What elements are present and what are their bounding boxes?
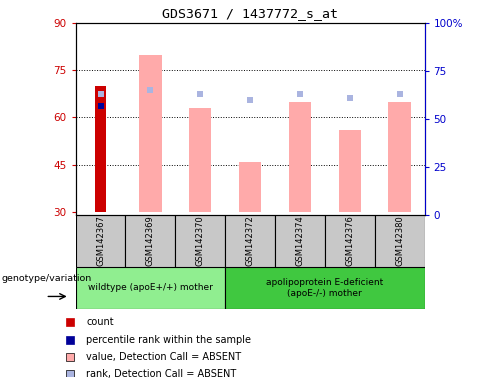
Bar xyxy=(388,102,411,212)
Bar xyxy=(325,215,375,267)
Text: GSM142370: GSM142370 xyxy=(196,215,205,266)
Text: GSM142367: GSM142367 xyxy=(96,215,105,266)
Text: count: count xyxy=(86,318,114,328)
Bar xyxy=(76,267,225,309)
Bar xyxy=(175,215,225,267)
Title: GDS3671 / 1437772_s_at: GDS3671 / 1437772_s_at xyxy=(162,7,338,20)
Text: apolipoprotein E-deficient
(apoE-/-) mother: apolipoprotein E-deficient (apoE-/-) mot… xyxy=(266,278,384,298)
Text: GSM142374: GSM142374 xyxy=(295,215,305,266)
Text: genotype/variation: genotype/variation xyxy=(1,274,92,283)
Bar xyxy=(339,130,361,212)
Text: percentile rank within the sample: percentile rank within the sample xyxy=(86,335,251,345)
Bar xyxy=(239,162,261,212)
Bar xyxy=(189,108,211,212)
Text: GSM142372: GSM142372 xyxy=(245,215,255,266)
Text: GSM142380: GSM142380 xyxy=(395,215,404,266)
Text: wildtype (apoE+/+) mother: wildtype (apoE+/+) mother xyxy=(88,283,213,293)
Bar xyxy=(375,215,425,267)
Text: GSM142376: GSM142376 xyxy=(346,215,354,266)
Bar xyxy=(76,215,125,267)
Bar xyxy=(225,215,275,267)
Bar xyxy=(139,55,162,212)
Text: rank, Detection Call = ABSENT: rank, Detection Call = ABSENT xyxy=(86,369,237,379)
Text: value, Detection Call = ABSENT: value, Detection Call = ABSENT xyxy=(86,352,242,362)
Bar xyxy=(225,267,425,309)
Text: GSM142369: GSM142369 xyxy=(146,215,155,266)
Bar xyxy=(289,102,311,212)
Bar xyxy=(125,215,175,267)
Bar xyxy=(275,215,325,267)
Bar xyxy=(95,86,106,212)
